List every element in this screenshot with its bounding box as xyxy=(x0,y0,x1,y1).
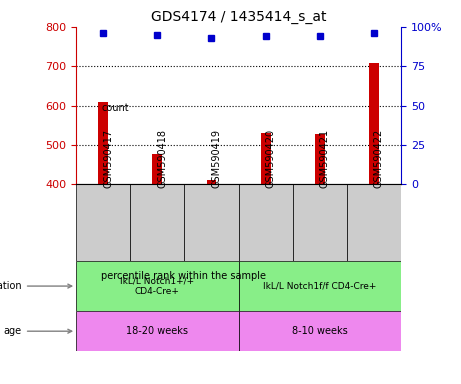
Bar xyxy=(315,134,325,184)
Bar xyxy=(293,184,347,261)
Text: count: count xyxy=(101,103,129,113)
Bar xyxy=(207,180,216,184)
Text: GSM590421: GSM590421 xyxy=(320,129,330,188)
Bar xyxy=(347,184,401,261)
Bar xyxy=(369,63,379,184)
Bar xyxy=(153,154,162,184)
Bar xyxy=(76,261,238,311)
Text: GSM590420: GSM590420 xyxy=(266,129,276,188)
Text: percentile rank within the sample: percentile rank within the sample xyxy=(101,271,266,281)
Text: age: age xyxy=(4,326,72,336)
Text: GSM590417: GSM590417 xyxy=(103,129,113,188)
Text: genotype/variation: genotype/variation xyxy=(0,281,72,291)
Text: IkL/L Notch1+/+
CD4-Cre+: IkL/L Notch1+/+ CD4-Cre+ xyxy=(120,276,195,296)
Text: 18-20 weeks: 18-20 weeks xyxy=(126,326,188,336)
Title: GDS4174 / 1435414_s_at: GDS4174 / 1435414_s_at xyxy=(151,10,326,25)
Bar xyxy=(184,184,238,261)
Bar xyxy=(261,133,271,184)
Bar xyxy=(76,311,238,351)
Text: 8-10 weeks: 8-10 weeks xyxy=(292,326,348,336)
Text: IkL/L Notch1f/f CD4-Cre+: IkL/L Notch1f/f CD4-Cre+ xyxy=(263,281,377,291)
Text: GSM590418: GSM590418 xyxy=(157,129,167,188)
Bar xyxy=(239,261,401,311)
Text: GSM590419: GSM590419 xyxy=(212,129,221,188)
Bar xyxy=(76,184,130,261)
Bar xyxy=(130,184,184,261)
Text: GSM590422: GSM590422 xyxy=(374,129,384,188)
Bar xyxy=(98,102,108,184)
Bar xyxy=(239,311,401,351)
Bar xyxy=(239,184,293,261)
